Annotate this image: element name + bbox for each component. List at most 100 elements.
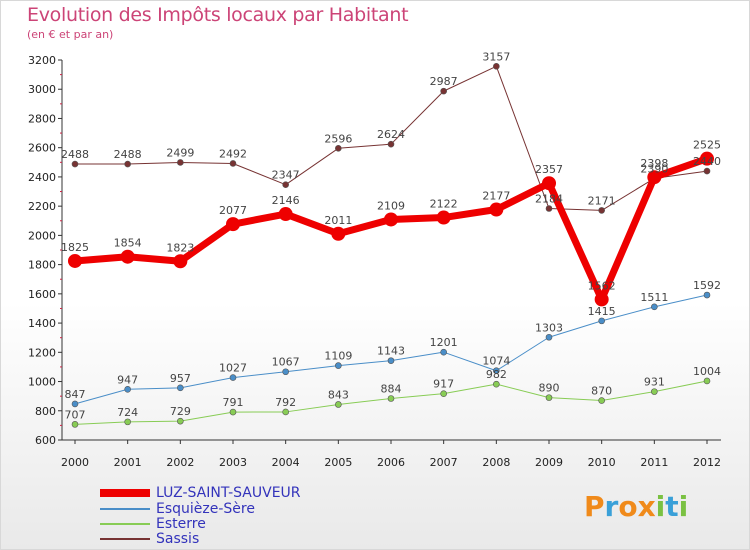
x-tick-label: 2007 <box>430 456 458 469</box>
proxiti-logo: Proxiti <box>584 490 688 523</box>
data-label: 2171 <box>588 194 616 207</box>
y-tick-label: 2400 <box>28 171 56 184</box>
data-label: 931 <box>644 376 665 389</box>
data-point <box>177 159 184 166</box>
data-label: 2184 <box>535 192 563 205</box>
data-point <box>598 397 605 404</box>
data-point <box>598 317 605 325</box>
data-point <box>71 421 79 428</box>
data-point <box>387 140 395 148</box>
data-label: 870 <box>591 385 612 398</box>
data-label: 1004 <box>693 365 721 378</box>
y-tick-label: 1000 <box>28 376 56 389</box>
x-tick-label: 2009 <box>535 456 563 469</box>
y-tick-label: 1600 <box>28 288 56 301</box>
data-label: 2440 <box>693 155 721 168</box>
legend-label: Esquièze-Sère <box>156 500 255 517</box>
x-tick-label: 2005 <box>324 456 352 469</box>
data-label: 2488 <box>61 148 89 161</box>
data-point <box>124 385 131 393</box>
y-tick-label: 2800 <box>28 112 56 125</box>
data-point <box>703 167 711 175</box>
data-label: 2109 <box>377 199 405 212</box>
data-label: 1825 <box>61 241 89 254</box>
data-label: 843 <box>328 388 349 401</box>
legend-label: Sassis <box>156 530 200 547</box>
x-tick-label: 2008 <box>482 456 510 469</box>
data-label: 792 <box>275 396 296 409</box>
data-point <box>703 377 711 385</box>
data-label: 847 <box>65 388 86 401</box>
data-point <box>598 207 605 214</box>
logo-letter: o <box>618 490 638 523</box>
data-point <box>282 368 289 376</box>
data-point <box>282 408 289 416</box>
data-label: 957 <box>170 372 191 385</box>
data-point <box>68 253 82 268</box>
data-point <box>173 254 188 269</box>
y-tick-label: 2000 <box>28 229 56 242</box>
data-point <box>545 394 553 401</box>
logo-letter: i <box>678 490 689 523</box>
data-label: 2624 <box>377 128 405 141</box>
data-point <box>440 87 447 95</box>
data-point <box>493 367 500 375</box>
data-point <box>436 210 451 225</box>
data-label: 2596 <box>324 132 352 145</box>
data-label: 791 <box>223 396 244 409</box>
data-point <box>387 395 395 402</box>
data-label: 2347 <box>272 169 300 182</box>
data-label: 890 <box>539 382 560 395</box>
x-tick-label: 2012 <box>693 456 721 469</box>
data-point <box>651 388 658 395</box>
data-label: 1592 <box>693 279 721 292</box>
data-point <box>282 181 289 188</box>
data-point <box>651 303 658 311</box>
logo-letter: t <box>665 490 679 523</box>
data-point <box>493 380 500 388</box>
data-label: 884 <box>381 382 402 395</box>
legend-item: Esterre <box>100 516 206 532</box>
data-label: 729 <box>170 405 191 418</box>
data-label: 2987 <box>430 75 458 88</box>
data-point <box>177 384 184 392</box>
legend-item: Esquièze-Sère <box>100 500 255 517</box>
logo-letter: i <box>655 490 666 523</box>
y-tick-label: 2200 <box>28 200 56 213</box>
data-label: 2122 <box>430 198 458 211</box>
series-line <box>74 155 709 303</box>
data-label: 1143 <box>377 345 405 358</box>
data-label: 1027 <box>219 362 247 375</box>
data-point <box>440 348 447 356</box>
chart-subtitle: (en € et par an) <box>27 28 114 41</box>
y-tick-label: 800 <box>35 405 56 418</box>
data-point <box>229 374 237 381</box>
legend-swatch <box>100 507 150 510</box>
data-point <box>335 144 342 152</box>
logo-letter: P <box>584 490 605 523</box>
data-point <box>71 160 79 168</box>
y-tick-label: 1400 <box>28 317 56 330</box>
data-label: 2398 <box>640 157 668 170</box>
data-point <box>177 417 184 425</box>
x-tick-label: 2000 <box>61 456 89 469</box>
legend-swatch <box>100 537 150 540</box>
data-label: 2390 <box>640 162 668 175</box>
data-label: 2357 <box>535 163 563 176</box>
data-label: 947 <box>117 373 138 386</box>
legend-label: LUZ-SAINT-SAUVEUR <box>156 484 301 501</box>
data-point <box>542 176 556 191</box>
data-point <box>545 333 553 341</box>
data-point <box>489 202 504 217</box>
y-tick-label: 3200 <box>28 54 56 67</box>
data-label: 1067 <box>272 356 300 369</box>
data-label: 1074 <box>482 355 510 368</box>
data-label: 1562 <box>588 279 616 292</box>
data-point <box>124 160 131 168</box>
data-label: 1201 <box>430 336 458 349</box>
x-tick-label: 2010 <box>588 456 616 469</box>
data-label: 707 <box>65 408 86 421</box>
x-tick-label: 2006 <box>377 456 405 469</box>
data-label: 2011 <box>324 214 352 227</box>
